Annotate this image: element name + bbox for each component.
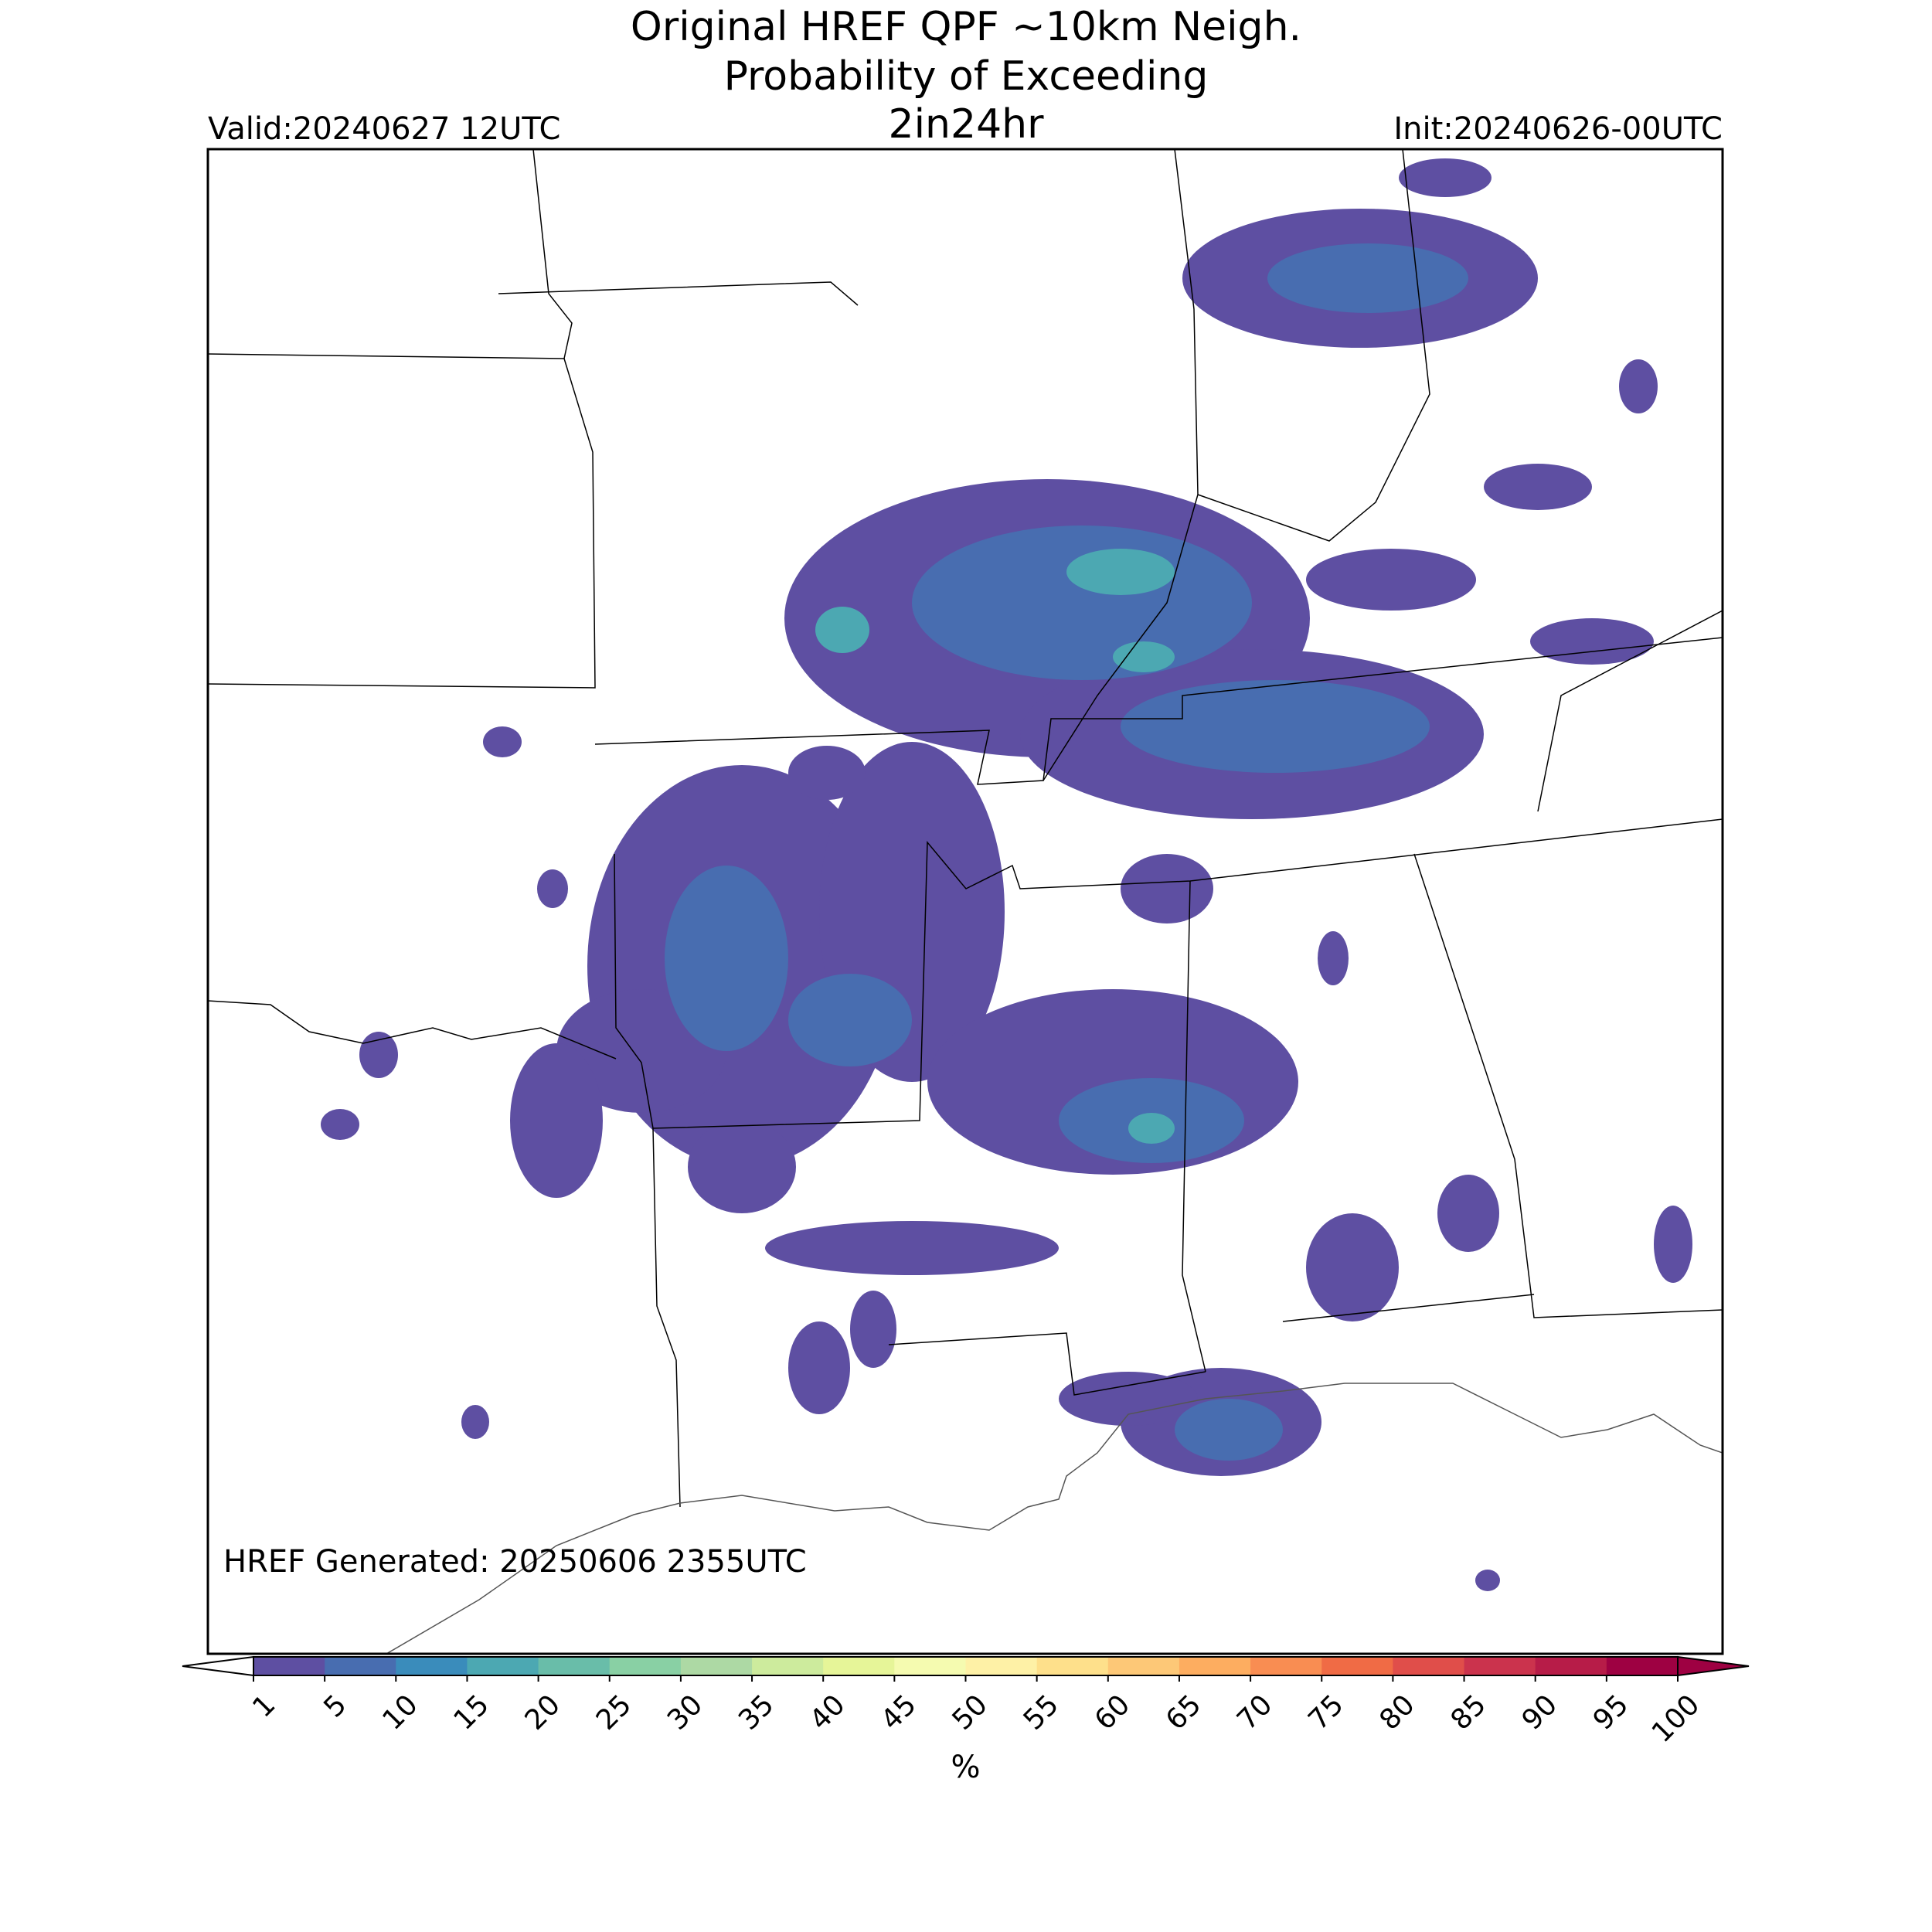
tick-label: 100 — [1646, 1689, 1706, 1749]
color-segment — [752, 1657, 824, 1675]
tick-label: 30 — [662, 1689, 709, 1736]
color-segment — [253, 1657, 325, 1675]
tick-label: 10 — [376, 1689, 423, 1736]
tick-label: 1 — [247, 1689, 281, 1723]
colorbar-under — [182, 1655, 254, 1677]
tick-label: 25 — [590, 1689, 638, 1736]
generated-note: HREF Generated: 20250606 2355UTC — [223, 1544, 807, 1580]
map-frame — [206, 148, 1724, 1655]
tick-label: 45 — [875, 1689, 922, 1736]
color-segment — [538, 1657, 611, 1675]
tick-label: 5 — [318, 1689, 352, 1723]
tick-label: 75 — [1302, 1689, 1349, 1736]
map: HREF Generated: 20250606 2355UTC — [206, 148, 1724, 1655]
color-segment — [609, 1657, 682, 1675]
color-segment — [1036, 1657, 1109, 1675]
tick-label: 40 — [804, 1689, 851, 1736]
tick-label: 35 — [733, 1689, 780, 1736]
tick-label: 90 — [1516, 1689, 1563, 1736]
color-segment — [823, 1657, 895, 1675]
tick-label: 50 — [947, 1689, 994, 1736]
tick-label: 80 — [1373, 1689, 1420, 1736]
color-segment — [1606, 1657, 1679, 1675]
title-line: Original HREF QPF ~10km Neigh. — [631, 4, 1301, 50]
tick-label: 20 — [519, 1689, 566, 1736]
color-segment — [1250, 1657, 1322, 1675]
title-line: Probability of Exceeding — [724, 53, 1209, 100]
color-segment — [396, 1657, 468, 1675]
color-segment — [1535, 1657, 1607, 1675]
precip-field — [321, 158, 1692, 1591]
color-segment — [680, 1657, 753, 1675]
color-segment — [1179, 1657, 1251, 1675]
valid-time: Valid:20240627 12UTC — [208, 111, 560, 147]
color-segment — [325, 1657, 396, 1675]
color-segment — [1107, 1657, 1180, 1675]
tick-label: 60 — [1089, 1689, 1136, 1736]
color-segment — [1393, 1657, 1465, 1675]
colorbar: 1 5 10 15 20 25 30 35 40 45 50 55 60 65 70 75 80 85 90 95 10… — [182, 1655, 1750, 1785]
tick-label: 65 — [1160, 1689, 1207, 1736]
tick-label: 85 — [1445, 1689, 1492, 1736]
borders — [208, 149, 1723, 1508]
colorbar-over — [1677, 1655, 1750, 1677]
color-segment — [1321, 1657, 1393, 1675]
tick-label: 55 — [1018, 1689, 1065, 1736]
color-segment — [1464, 1657, 1536, 1675]
tick-label: 70 — [1231, 1689, 1278, 1736]
tick-label: 95 — [1587, 1689, 1634, 1736]
color-segment — [894, 1657, 966, 1675]
color-segment — [965, 1657, 1038, 1675]
init-time: Init:20240626-00UTC — [1393, 111, 1723, 147]
colorbar-label: % — [951, 1750, 980, 1785]
color-segment — [467, 1657, 539, 1675]
tick-label: 15 — [448, 1689, 495, 1736]
title-line: 2in24hr — [889, 101, 1045, 148]
